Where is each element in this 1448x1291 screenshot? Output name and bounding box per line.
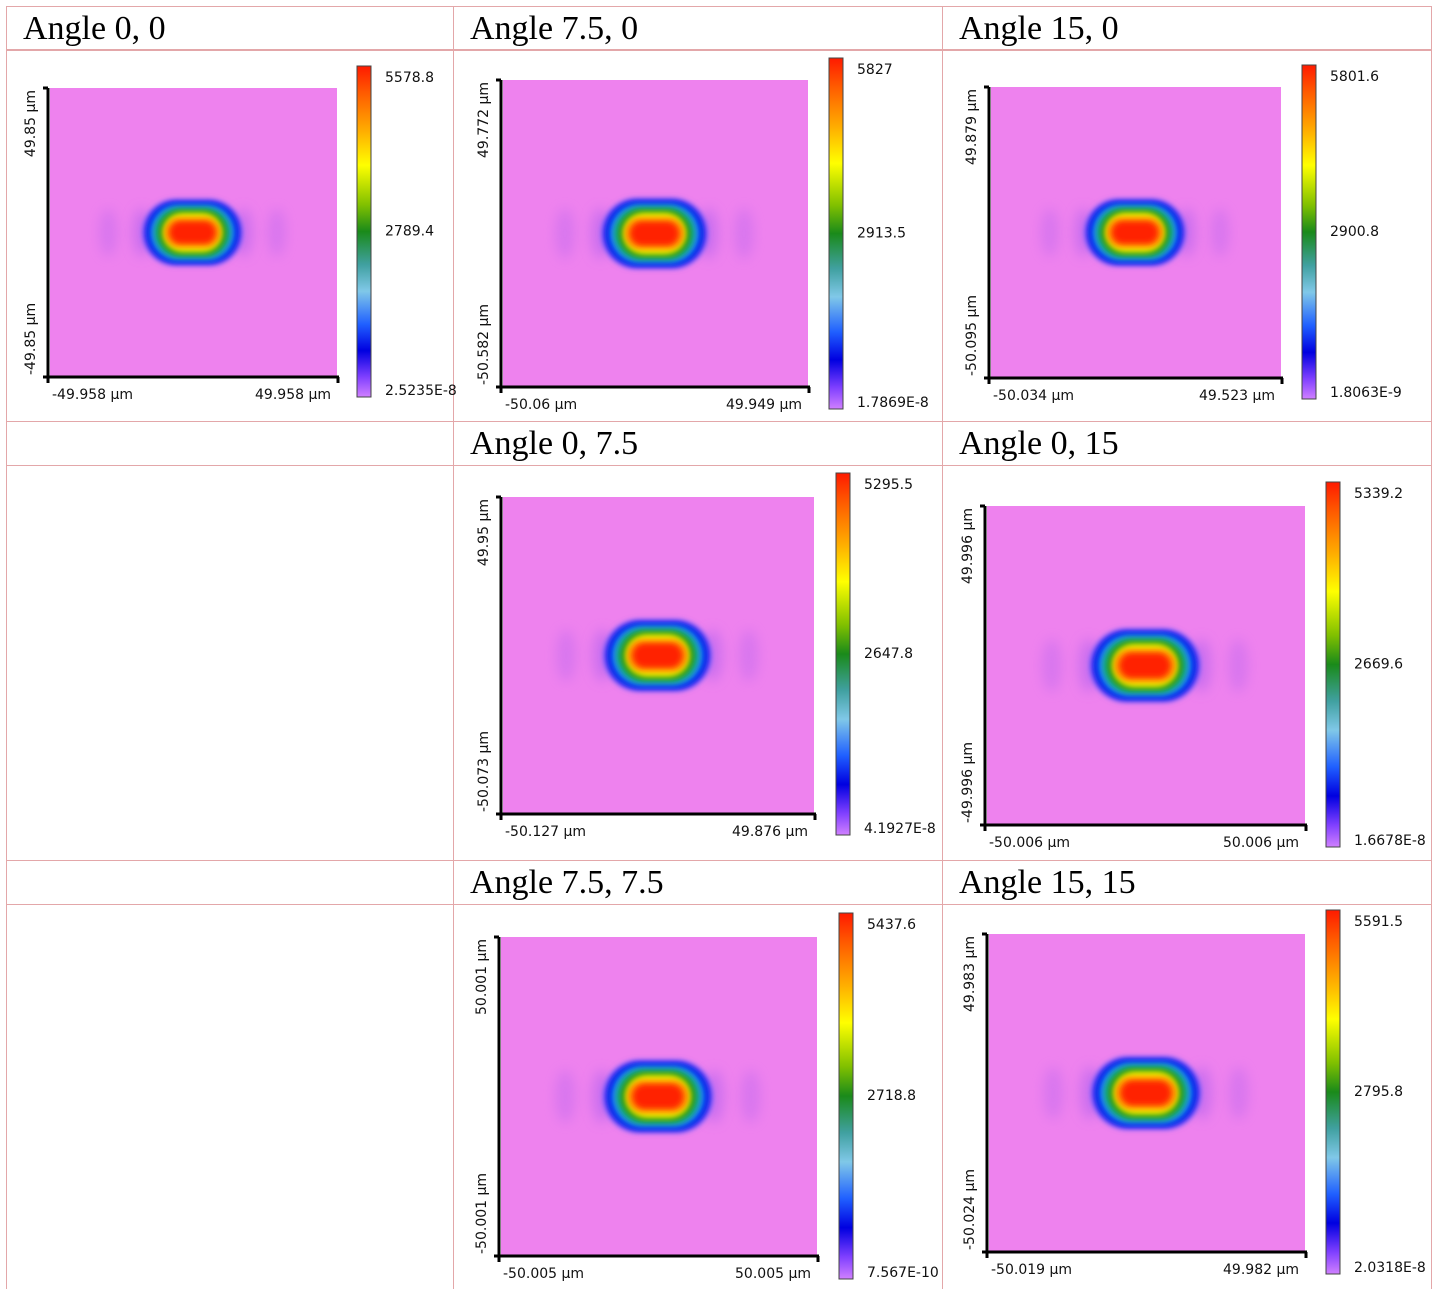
colorbar-mid-label: 2669.6 — [1354, 657, 1403, 673]
colorbar — [356, 65, 372, 398]
colorbar-max-label: 5339.2 — [1354, 486, 1403, 502]
heatmap-panel: -50.005 µm 50.005 µm 50.001 µm -50.001 µm 54… — [474, 912, 939, 1282]
beam-contour — [169, 221, 216, 244]
side-lobe — [1228, 1066, 1249, 1120]
side-lobe — [1228, 639, 1249, 692]
beam-contour — [630, 221, 679, 246]
x-min-label: -50.034 µm — [993, 388, 1074, 404]
colorbar-max-label: 5827 — [857, 62, 893, 78]
colorbar-min-label: 1.7869E-8 — [857, 395, 929, 411]
colorbar-mid-label: 2718.8 — [867, 1088, 916, 1104]
colorbar — [835, 472, 851, 836]
colorbar-max-label: 5437.6 — [867, 917, 916, 933]
x-max-label: 49.949 µm — [726, 397, 802, 413]
colorbar-min-label: 7.567E-10 — [867, 1265, 939, 1281]
colorbar-max-label: 5591.5 — [1354, 914, 1403, 930]
x-max-label: 49.876 µm — [732, 824, 808, 840]
y-min-label: -50.024 µm — [962, 1169, 978, 1250]
colorbar — [828, 57, 844, 410]
heatmap-panel: -50.127 µm 49.876 µm 49.95 µm -50.073 µm 529… — [476, 472, 936, 840]
colorbar-min-label: 1.8063E-9 — [1330, 385, 1402, 401]
side-lobe — [1211, 208, 1230, 257]
y-max-label: 49.983 µm — [962, 936, 978, 1012]
colorbar — [1325, 481, 1341, 848]
panel-title: Angle 7.5, 0 — [470, 9, 639, 47]
side-lobe — [1040, 208, 1059, 257]
y-max-label: 49.879 µm — [964, 89, 980, 165]
beam-contour — [632, 1084, 684, 1109]
colorbar-max-label: 5578.8 — [385, 70, 434, 86]
beam-contour — [1119, 653, 1171, 678]
x-max-label: 50.005 µm — [735, 1266, 811, 1282]
side-lobe — [99, 208, 118, 257]
colorbar — [1301, 64, 1317, 400]
y-max-label: 49.85 µm — [23, 90, 39, 157]
x-min-label: -50.019 µm — [991, 1262, 1072, 1278]
y-min-label: -50.095 µm — [964, 295, 980, 376]
panel-title: Angle 7.5, 7.5 — [470, 863, 664, 901]
beam-contour — [632, 643, 683, 668]
colorbar-min-label: 1.6678E-8 — [1354, 833, 1426, 849]
colorbar-mid-label: 2900.8 — [1330, 224, 1379, 240]
heatmap-panel: -50.06 µm 49.949 µm 49.772 µm -50.582 µm 582… — [476, 57, 929, 413]
panel-title: Angle 15, 15 — [959, 863, 1136, 901]
side-lobe — [555, 208, 575, 259]
side-lobe — [556, 629, 576, 682]
colorbar — [838, 912, 854, 1280]
y-min-label: -49.85 µm — [23, 303, 39, 375]
panel-title: Angle 15, 0 — [959, 9, 1119, 47]
colorbar-min-label: 4.1927E-8 — [864, 821, 936, 837]
y-min-label: -50.001 µm — [474, 1173, 490, 1254]
heatmap-panel: -50.006 µm 50.006 µm 49.996 µm -49.996 µm 53… — [960, 481, 1426, 851]
figure-table: Angle 0, 0 Angle 7.5, 0 Angle 15, 0 Angl… — [6, 6, 1432, 1289]
y-max-label: 49.95 µm — [476, 499, 492, 566]
colorbar-min-label: 2.0318E-8 — [1354, 1260, 1426, 1276]
x-max-label: 50.006 µm — [1223, 835, 1299, 851]
y-min-label: -50.073 µm — [476, 731, 492, 812]
beam-contour — [1120, 1080, 1172, 1106]
panel-title: Angle 0, 15 — [959, 424, 1119, 462]
heatmap-panel: -50.019 µm 49.982 µm 49.983 µm -50.024 µm 55… — [962, 909, 1426, 1278]
x-min-label: -50.06 µm — [505, 397, 577, 413]
x-max-label: 49.523 µm — [1199, 388, 1275, 404]
heatmap-panel: -50.034 µm 49.523 µm 49.879 µm -50.095 µm 58… — [964, 64, 1402, 404]
x-min-label: -50.127 µm — [505, 824, 586, 840]
panel-title: Angle 0, 7.5 — [470, 424, 639, 462]
panel-title: Angle 0, 0 — [23, 9, 166, 47]
colorbar-mid-label: 2789.4 — [385, 224, 434, 240]
y-max-label: 50.001 µm — [474, 939, 490, 1015]
side-lobe — [740, 1070, 761, 1123]
side-lobe — [1041, 639, 1062, 692]
colorbar-mid-label: 2647.8 — [864, 646, 913, 662]
colorbar-max-label: 5801.6 — [1330, 69, 1379, 85]
side-lobe — [267, 208, 286, 257]
heatmap-panel: -49.958 µm 49.958 µm 49.85 µm -49.85 µm 5578… — [23, 65, 457, 403]
x-max-label: 49.982 µm — [1223, 1262, 1299, 1278]
colorbar-max-label: 5295.5 — [864, 477, 913, 493]
y-min-label: -50.582 µm — [476, 304, 492, 385]
side-lobe — [555, 1070, 576, 1123]
side-lobe — [1043, 1066, 1064, 1120]
colorbar — [1325, 909, 1341, 1275]
colorbar-mid-label: 2913.5 — [857, 226, 906, 242]
x-max-label: 49.958 µm — [255, 387, 331, 403]
x-min-label: -49.958 µm — [52, 387, 133, 403]
y-max-label: 49.772 µm — [476, 82, 492, 158]
side-lobe — [739, 629, 759, 682]
y-min-label: -49.996 µm — [960, 742, 976, 823]
x-min-label: -50.005 µm — [503, 1266, 584, 1282]
colorbar-mid-label: 2795.8 — [1354, 1084, 1403, 1100]
colorbar-min-label: 2.5235E-8 — [385, 383, 457, 399]
beam-contour — [1111, 221, 1159, 244]
x-min-label: -50.006 µm — [989, 835, 1070, 851]
side-lobe — [734, 208, 754, 259]
y-max-label: 49.996 µm — [960, 508, 976, 584]
